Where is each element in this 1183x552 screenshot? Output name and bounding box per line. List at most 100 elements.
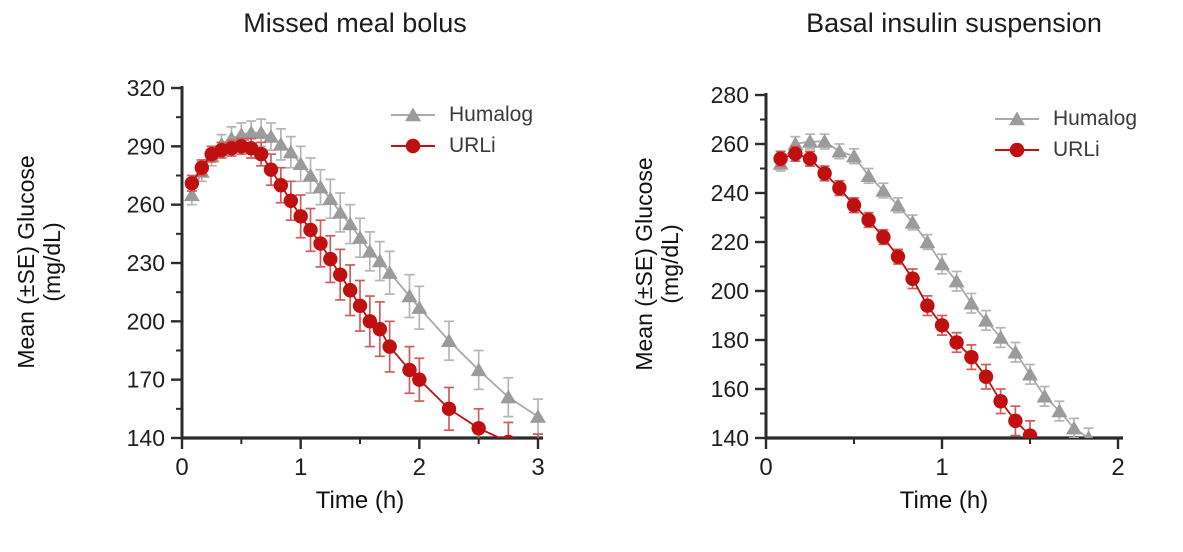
humalog-data-point (1066, 420, 1082, 435)
axes: 140 170 200 230 260 290 320 0 1 2 3 (127, 75, 545, 481)
humalog-data-point (846, 148, 862, 163)
urli-data-point (861, 212, 876, 228)
series-line-urli (780, 152, 1031, 437)
legend-item-urli: URLi (390, 133, 533, 159)
urli-data-point (788, 146, 803, 161)
humalog-triangle-marker-icon (995, 111, 1039, 126)
series-line-humalog (191, 131, 539, 418)
humalog-data-point (263, 129, 279, 143)
x-tick-label: 2 (1111, 454, 1124, 481)
urli-data-point (273, 178, 289, 193)
legend-item-urli: URLi (994, 137, 1137, 163)
humalog-data-point (332, 204, 349, 219)
urli-legend-marker (1009, 142, 1025, 158)
urli-data-point (876, 229, 891, 245)
markers-humalog (183, 125, 546, 423)
humalog-data-point (470, 362, 487, 377)
urli-data-point (905, 271, 920, 286)
humalog-triangle-marker-icon (391, 107, 435, 122)
y-tick-label: 170 (127, 367, 165, 393)
y-tick-label: 140 (711, 425, 749, 451)
axes: 140 160 180 200 220 240 260 280 0 1 2 (711, 82, 1125, 481)
urli-data-point (303, 222, 318, 238)
y-axis-label-line2: (mg/dL) (39, 222, 65, 302)
x-tick-label: 1 (935, 454, 948, 481)
humalog-data-point (1036, 388, 1053, 403)
urli-data-point (502, 434, 515, 438)
basal-insulin-suspension-chart-panel: 140 160 180 200 220 240 260 280 0 1 2 Basal insuli… (600, 0, 1183, 552)
urli-legend-marker (405, 138, 421, 154)
urli-data-point (471, 421, 486, 436)
y-tick-label: 260 (127, 192, 165, 218)
urli-data-point (402, 362, 417, 378)
y-tick-label: 230 (127, 250, 165, 276)
y-axis-label: Mean (±SE) Glucose (mg/dL) (631, 157, 683, 370)
x-tick-label: 0 (175, 454, 188, 481)
plot-data (183, 118, 546, 438)
urli-data-point (993, 394, 1008, 409)
urli-data-point (332, 267, 348, 282)
urli-data-point (920, 298, 935, 313)
x-tick-label: 3 (531, 454, 544, 481)
humalog-data-point (802, 134, 818, 148)
humalog-data-point (875, 183, 892, 197)
urli-data-point (890, 249, 906, 264)
humalog-data-point (342, 216, 359, 231)
humalog-data-point (282, 144, 299, 159)
y-axis-label-line1: Mean (±SE) Glucose (631, 157, 657, 371)
legend-label-urli: URLi (1053, 138, 1100, 161)
urli-data-point (1008, 413, 1023, 429)
humalog-data-point (948, 273, 965, 288)
humalog-data-point (963, 295, 980, 310)
error-bars-humalog (186, 118, 543, 435)
markers-urli (184, 139, 515, 438)
humalog-data-point (500, 389, 517, 404)
chart-title: Missed meal bolus (243, 8, 467, 38)
humalog-data-point (934, 256, 950, 271)
humalog-data-point (292, 156, 309, 171)
missed-meal-bolus-plot-canvas: 140 170 200 230 260 290 320 0 1 2 3 (127, 75, 546, 481)
humalog-data-point (381, 265, 398, 279)
legend-label-humalog: Humalog (449, 103, 534, 126)
y-tick-label: 180 (711, 327, 749, 353)
series-line-urli (191, 145, 503, 438)
legend-label-humalog: Humalog (1053, 107, 1138, 130)
humalog-data-point (1007, 344, 1024, 359)
markers-urli (773, 146, 1038, 438)
y-tick-label: 200 (711, 278, 749, 304)
urli-data-point (382, 339, 397, 354)
y-axis-label: Mean (±SE) Glucose (mg/dL) (13, 155, 65, 368)
x-axis-label: Time (h) (899, 487, 989, 514)
humalog-data-point (441, 333, 457, 347)
series-urli (773, 145, 1038, 438)
urli-data-point (846, 198, 862, 213)
series-urli (184, 137, 543, 438)
series-humalog (183, 118, 546, 435)
humalog-data-point (831, 143, 848, 158)
y-tick-label: 200 (127, 308, 165, 334)
humalog-data-point (371, 253, 388, 268)
humalog-data-point (860, 168, 877, 183)
humalog-data-point (1051, 403, 1068, 418)
urli-data-point (1022, 428, 1038, 438)
legend: Humalog URLi (994, 106, 1137, 163)
urli-circle-marker-icon (995, 142, 1039, 158)
y-tick-label: 280 (711, 82, 749, 108)
humalog-data-point (816, 134, 833, 148)
humalog-data-point (253, 125, 270, 139)
urli-data-point (964, 349, 979, 365)
x-tick-label: 1 (294, 454, 307, 481)
urli-data-point (441, 401, 457, 417)
x-axis-label: Time (h) (315, 487, 405, 514)
urli-data-point (802, 151, 818, 166)
legend-item-humalog: Humalog (390, 102, 533, 128)
missed-meal-bolus-chart-panel: 140 170 200 230 260 290 320 0 1 2 3 Missed meal bo… (13, 8, 546, 514)
urli-data-point (342, 283, 358, 298)
humalog-data-point (890, 197, 906, 212)
urli-data-point (263, 162, 279, 177)
humalog-data-point (978, 312, 994, 327)
humalog-legend-marker (405, 107, 421, 122)
y-tick-label: 240 (711, 180, 749, 206)
x-tick-label: 0 (759, 454, 772, 481)
